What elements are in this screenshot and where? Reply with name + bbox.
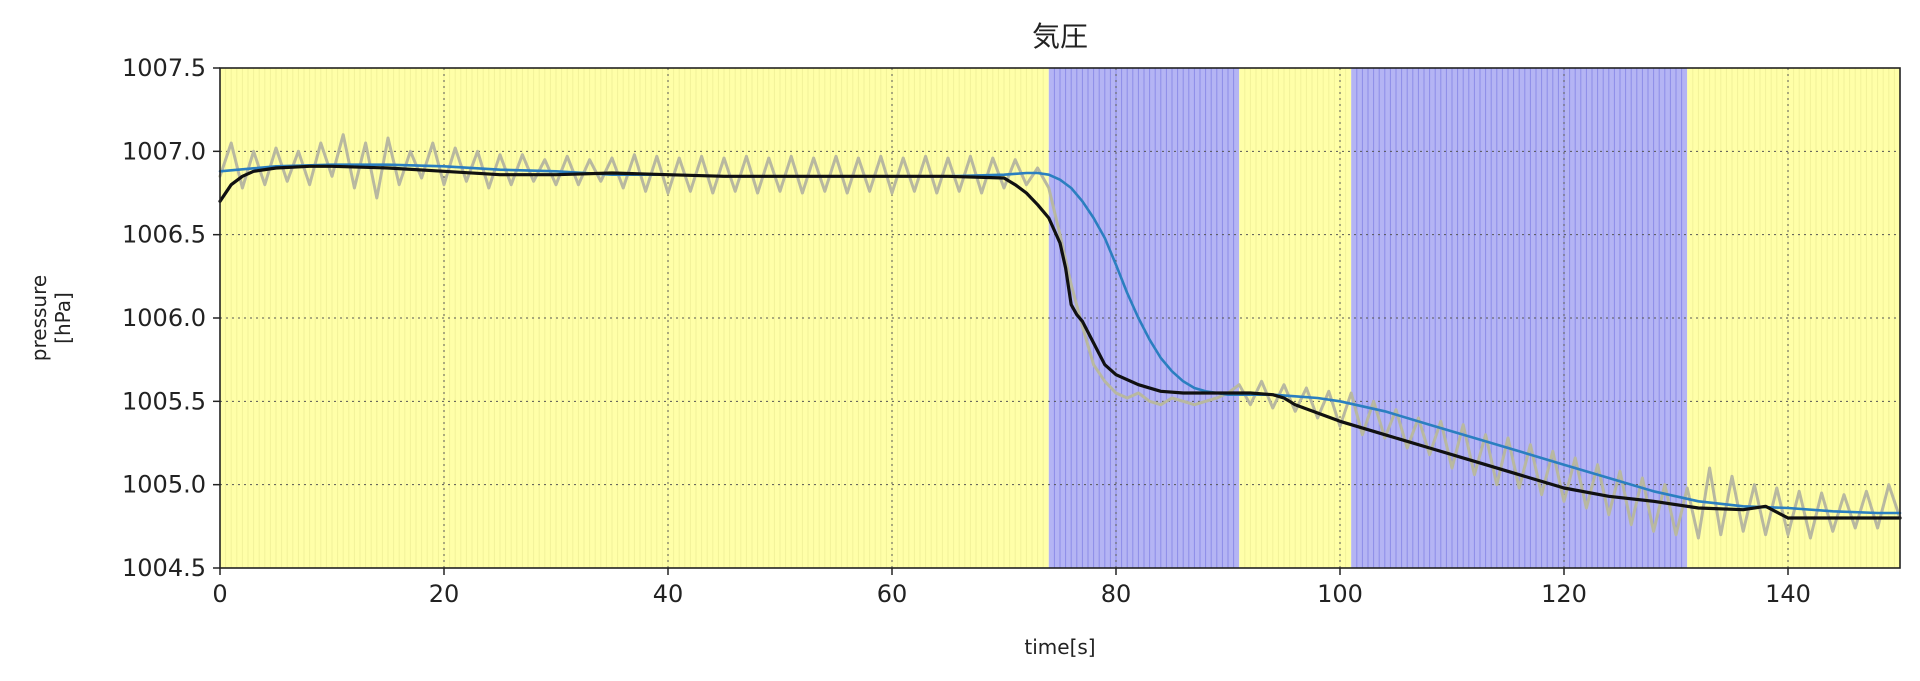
x-tick-label: 40 (653, 580, 684, 608)
x-tick-label: 80 (1101, 580, 1132, 608)
y-tick-label: 1005.5 (122, 387, 206, 415)
x-tick-label: 20 (429, 580, 460, 608)
y-tick-label: 1004.5 (122, 554, 206, 582)
y-tick-label: 1007.5 (122, 54, 206, 82)
y-tick-label: 1007.0 (122, 137, 206, 165)
y-axis-label-line1: pressure (27, 275, 51, 361)
x-tick-label: 120 (1541, 580, 1587, 608)
y-tick-label: 1006.5 (122, 221, 206, 249)
x-tick-label: 0 (212, 580, 227, 608)
series-line-2 (218, 164, 1902, 520)
series-line-0 (218, 133, 1902, 540)
y-axis-label: pressure [hPa] (27, 275, 75, 361)
y-tick-label: 1005.0 (122, 471, 206, 499)
y-axis-label-line2: [hPa] (51, 292, 75, 344)
chart-title: 気圧 (1032, 20, 1088, 53)
x-axis-label: time[s] (1024, 635, 1095, 659)
x-tick-label: 100 (1317, 580, 1363, 608)
series-lines (218, 133, 1902, 540)
tick-marks: 0 20 40 60 80 100 120 140 1004.5 1005.0 1005.5 1006… (122, 54, 1811, 608)
y-tick-label: 1006.0 (122, 304, 206, 332)
x-tick-label: 140 (1765, 580, 1811, 608)
x-tick-label: 60 (877, 580, 908, 608)
